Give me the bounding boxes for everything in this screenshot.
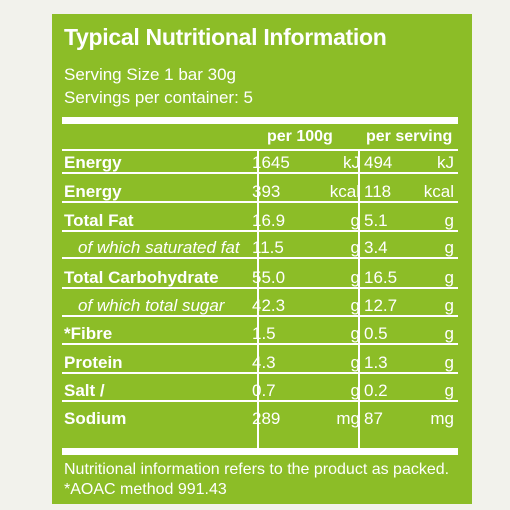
row-divider xyxy=(62,201,458,203)
nutrient-label: Energy xyxy=(64,182,122,201)
top-rule xyxy=(62,117,458,124)
panel-title: Typical Nutritional Information xyxy=(64,24,387,50)
unit-per-serving: g xyxy=(444,353,454,372)
column-divider-2 xyxy=(358,151,360,448)
bottom-rule xyxy=(62,448,458,455)
value-per-100g: 4.3 xyxy=(252,353,276,372)
value-per-serving: 87 xyxy=(364,409,383,428)
unit-per-100g: g xyxy=(350,211,360,230)
table-row: Total Fat 16.9 g 5.1 g xyxy=(52,209,472,232)
unit-per-100g: g xyxy=(350,381,360,400)
servings-per-container: Servings per container: 5 xyxy=(64,88,253,107)
value-per-100g: 393 xyxy=(252,182,281,201)
column-header-per-serving: per serving xyxy=(366,128,453,145)
nutrient-label: Sodium xyxy=(64,409,127,428)
value-per-serving: 12.7 xyxy=(364,296,398,315)
row-divider xyxy=(62,257,458,259)
row-divider xyxy=(62,172,458,174)
table-row: of which saturated fat 11.5 g 3.4 g xyxy=(52,236,472,259)
value-per-100g: 289 xyxy=(252,409,281,428)
value-per-100g: 11.5 xyxy=(252,238,284,257)
unit-per-serving: g xyxy=(444,324,454,343)
row-divider xyxy=(62,400,458,402)
value-per-serving: 494 xyxy=(364,153,393,172)
value-per-serving: 118 xyxy=(364,182,392,201)
nutrient-label: Energy xyxy=(64,153,122,172)
unit-per-serving: kcal xyxy=(423,182,454,201)
column-header-per-100g: per 100g xyxy=(267,128,333,145)
table-row: Protein 4.3 g 1.3 g xyxy=(52,351,472,374)
value-per-serving: 16.5 xyxy=(364,268,398,287)
unit-per-100g: kJ xyxy=(343,153,360,172)
value-per-100g: 55.0 xyxy=(252,268,286,287)
value-per-100g: 0.7 xyxy=(252,381,276,400)
column-divider-1 xyxy=(257,151,259,448)
table-row: Energy 393 kcal 118 kcal xyxy=(52,180,472,203)
unit-per-serving: g xyxy=(444,296,454,315)
table-row: of which total sugar 42.3 g 12.7 g xyxy=(52,294,472,317)
unit-per-100g: g xyxy=(350,353,360,372)
value-per-100g: 16.9 xyxy=(252,211,286,230)
unit-per-serving: kJ xyxy=(437,153,454,172)
unit-per-100g: g xyxy=(350,238,360,257)
unit-per-serving: g xyxy=(444,211,454,230)
nutrient-label: Salt / xyxy=(64,381,105,400)
unit-per-serving: g xyxy=(444,268,454,287)
unit-per-100g: kcal xyxy=(329,182,360,201)
nutrient-label: of which saturated fat xyxy=(78,238,240,257)
serving-size: Serving Size 1 bar 30g xyxy=(64,65,236,84)
table-row: Sodium 289 mg 87 mg xyxy=(52,407,472,430)
value-per-serving: 0.5 xyxy=(364,324,388,343)
value-per-100g: 42.3 xyxy=(252,296,286,315)
nutrient-label: of which total sugar xyxy=(78,296,225,315)
footnote: Nutritional information refers to the pr… xyxy=(64,461,450,498)
nutrition-panel: Typical Nutritional Information Serving … xyxy=(52,14,472,504)
table-row: Energy 1645 kJ 494 kJ xyxy=(52,151,472,174)
header-divider xyxy=(62,149,458,151)
unit-per-100g: g xyxy=(350,324,360,343)
unit-per-100g: g xyxy=(350,268,360,287)
value-per-100g: 1.5 xyxy=(252,324,276,343)
unit-per-100g: g xyxy=(350,296,360,315)
table-row: Salt / 0.7 g 0.2 g xyxy=(52,379,472,402)
nutrient-label: Protein xyxy=(64,353,123,372)
row-divider xyxy=(62,372,458,374)
value-per-serving: 3.4 xyxy=(364,238,388,257)
table-row: *Fibre 1.5 g 0.5 g xyxy=(52,322,472,345)
value-per-serving: 0.2 xyxy=(364,381,388,400)
value-per-serving: 1.3 xyxy=(364,353,388,372)
row-divider xyxy=(62,343,458,345)
nutrient-label: Total Fat xyxy=(64,211,134,230)
unit-per-serving: g xyxy=(444,381,454,400)
table-row: Total Carbohydrate 55.0 g 16.5 g xyxy=(52,266,472,289)
value-per-serving: 5.1 xyxy=(364,211,388,230)
nutrient-label: Total Carbohydrate xyxy=(64,268,219,287)
row-divider xyxy=(62,315,458,317)
unit-per-100g: mg xyxy=(336,409,360,428)
row-divider xyxy=(62,287,458,289)
unit-per-serving: mg xyxy=(430,409,454,428)
nutrient-label: *Fibre xyxy=(64,324,113,343)
unit-per-serving: g xyxy=(444,238,454,257)
row-divider xyxy=(62,230,458,232)
value-per-100g: 1645 xyxy=(252,153,290,172)
